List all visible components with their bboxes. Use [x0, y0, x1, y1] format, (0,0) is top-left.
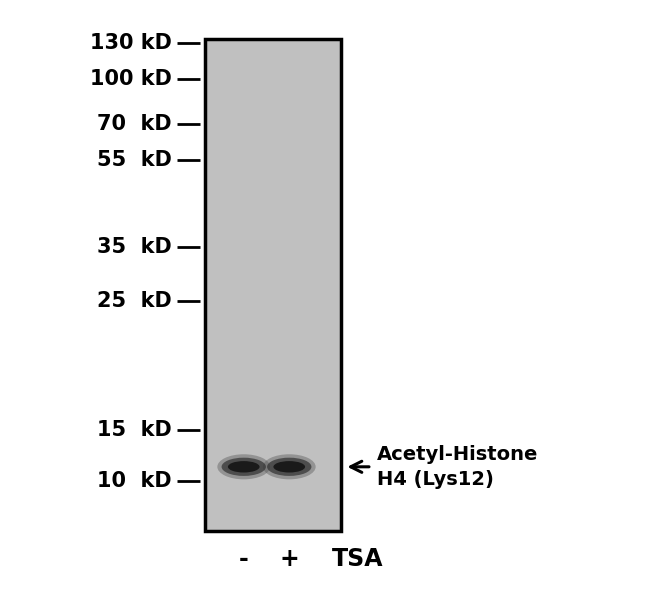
Text: 25  kD: 25 kD: [97, 291, 172, 311]
Text: 130 kD: 130 kD: [90, 33, 172, 53]
Text: 70  kD: 70 kD: [97, 114, 172, 134]
Text: 35  kD: 35 kD: [97, 237, 172, 257]
Text: Acetyl-Histone
H4 (Lys12): Acetyl-Histone H4 (Lys12): [377, 445, 538, 489]
Ellipse shape: [228, 461, 259, 473]
Bar: [205, 39, 341, 531]
Ellipse shape: [263, 454, 316, 479]
Text: 15  kD: 15 kD: [97, 420, 172, 440]
Text: 100 kD: 100 kD: [90, 69, 172, 89]
Text: -: -: [239, 547, 248, 571]
Ellipse shape: [222, 458, 266, 476]
Text: 55  kD: 55 kD: [97, 150, 172, 170]
Ellipse shape: [267, 458, 311, 476]
Ellipse shape: [217, 454, 270, 479]
Ellipse shape: [274, 461, 305, 473]
Text: 10  kD: 10 kD: [97, 471, 172, 491]
Text: +: +: [280, 547, 299, 571]
Text: TSA: TSA: [332, 547, 383, 571]
